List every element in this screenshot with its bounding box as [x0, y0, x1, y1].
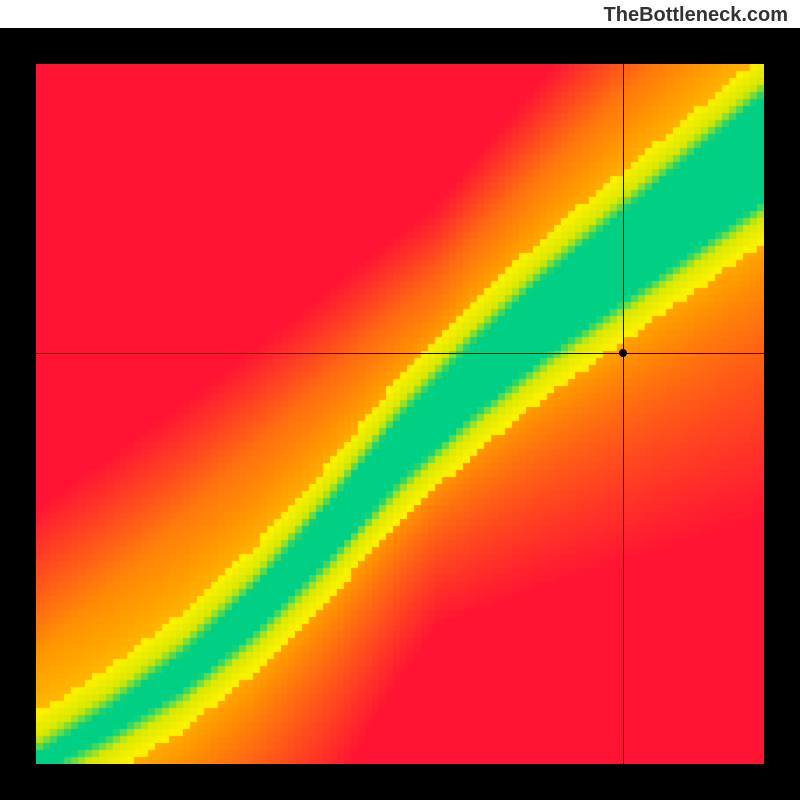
crosshair-vertical-line: [623, 64, 624, 764]
crosshair-horizontal-line: [36, 353, 764, 354]
bottleneck-heatmap-canvas: [36, 64, 764, 764]
crosshair-marker-dot: [619, 349, 627, 357]
plot-area: [36, 64, 764, 764]
figure-container: TheBottleneck.com: [0, 0, 800, 800]
chart-outer-frame: [0, 28, 800, 800]
attribution-text: TheBottleneck.com: [604, 4, 788, 27]
